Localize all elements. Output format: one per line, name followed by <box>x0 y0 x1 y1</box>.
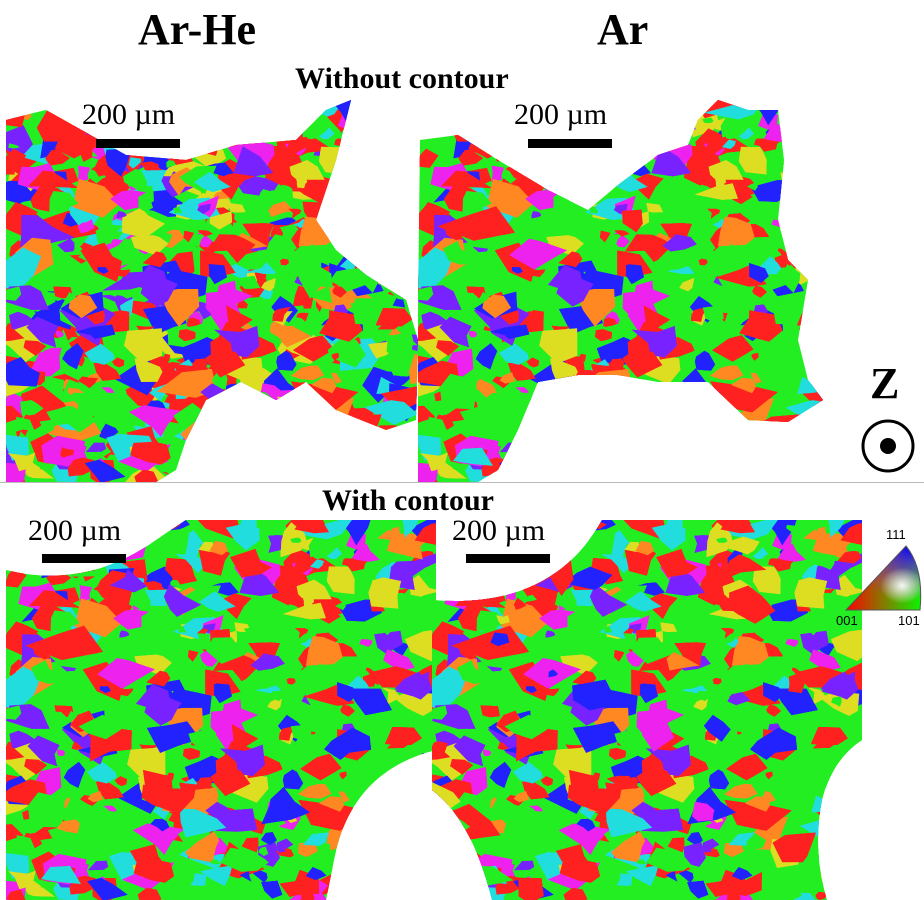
ipf-label-101: 101 <box>898 613 920 628</box>
z-axis-label: Z <box>870 359 900 408</box>
ipf-label-111: 111 <box>886 527 906 542</box>
scale-label-bottom-left: 200 µm <box>28 514 122 547</box>
scale-bar-top-left <box>96 139 180 148</box>
scale-bar-top-right <box>528 139 612 148</box>
scale-bar-bottom-left <box>42 554 126 563</box>
ebsd-map-ar-with-contour <box>432 520 862 900</box>
ebsd-map-ar-without-contour <box>418 100 823 482</box>
scale-bar-bottom-right <box>466 554 550 563</box>
grain-texture <box>418 100 823 482</box>
scale-label-top-left: 200 µm <box>82 98 176 131</box>
grain-texture <box>6 520 436 900</box>
ipf-label-001: 001 <box>836 613 858 628</box>
out-of-plane-dot-icon <box>861 419 915 473</box>
section-divider <box>0 482 924 483</box>
section-title-without-contour: Without contour <box>295 62 509 95</box>
scale-label-bottom-right: 200 µm <box>452 514 546 547</box>
ebsd-map-ar-he-without-contour <box>6 100 418 482</box>
grain-texture <box>6 100 418 482</box>
ipf-color-key: 111 001 101 <box>836 528 924 628</box>
ebsd-map-ar-he-with-contour <box>6 520 436 900</box>
section-title-with-contour: With contour <box>322 484 494 517</box>
ipf-triangle-icon <box>844 545 922 611</box>
column-title-ar: Ar <box>597 5 649 54</box>
column-title-ar-he: Ar-He <box>138 5 257 54</box>
scale-label-top-right: 200 µm <box>514 98 608 131</box>
